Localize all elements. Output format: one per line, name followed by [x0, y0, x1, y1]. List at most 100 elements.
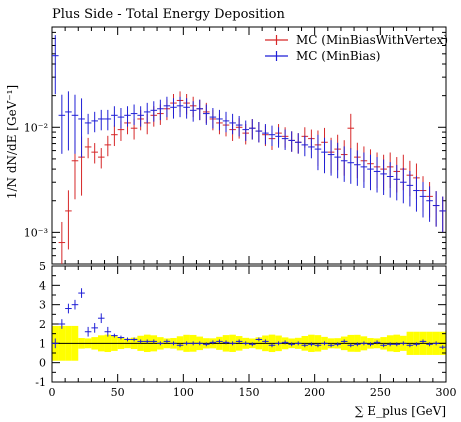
ratio-point — [117, 335, 125, 340]
data-point — [78, 98, 85, 158]
ratio-point — [52, 338, 59, 349]
ratio-y-tick-label: 3 — [39, 299, 46, 312]
ratio-point — [373, 340, 381, 345]
ratio-y-tick-label: -1 — [35, 376, 46, 389]
data-point — [176, 96, 184, 118]
ratio-point — [281, 340, 289, 345]
data-point — [183, 98, 190, 119]
ratio-y-tick-label: 4 — [39, 279, 46, 292]
data-point — [268, 125, 276, 147]
data-point — [321, 137, 328, 174]
series-minbias — [52, 35, 446, 233]
ratio-points — [52, 288, 446, 350]
data-point — [209, 108, 217, 129]
x-tick-label: 0 — [49, 386, 56, 399]
ratio-point — [294, 341, 302, 346]
data-point — [413, 176, 420, 212]
ratio-point — [308, 342, 315, 347]
data-point — [426, 186, 433, 222]
x-tick-label: 300 — [436, 386, 457, 399]
data-point — [327, 140, 335, 176]
ratio-point — [360, 341, 368, 346]
data-point — [367, 154, 374, 191]
y-tick-label: 10⁻² — [24, 121, 48, 134]
ratio-point — [367, 342, 374, 347]
ratio-point — [176, 343, 184, 348]
ratio-point — [143, 339, 151, 344]
ratio-point — [400, 341, 407, 346]
data-point — [71, 94, 79, 154]
x-tick-label: 250 — [370, 386, 391, 399]
data-point — [91, 143, 98, 164]
ratio-y-tick-label: 1 — [39, 337, 46, 350]
ratio-point — [242, 341, 249, 346]
data-point — [249, 119, 256, 140]
data-point — [281, 129, 289, 150]
ratio-point — [104, 326, 112, 337]
ratio-point — [222, 340, 230, 345]
y-axis-label: 1/N dN/dE [GeV⁻¹] — [5, 85, 19, 199]
data-point — [97, 109, 105, 131]
ratio-point — [288, 342, 295, 347]
ratio-point — [150, 339, 158, 344]
x-tick-label: 200 — [304, 386, 325, 399]
data-point — [400, 167, 407, 204]
data-point — [58, 94, 66, 154]
data-point — [354, 150, 361, 186]
data-point — [84, 137, 92, 159]
ratio-point — [268, 343, 276, 348]
ratio-point — [340, 339, 348, 344]
ratio-y-tick-label: 0 — [39, 357, 46, 370]
ratio-point — [347, 343, 355, 348]
data-point — [163, 96, 171, 118]
data-point — [117, 108, 125, 129]
data-point — [124, 106, 131, 127]
data-point — [84, 113, 92, 135]
data-point — [222, 111, 230, 133]
ratio-point — [78, 288, 85, 298]
legend-item: MC (MinBias) — [265, 49, 380, 63]
data-point — [242, 120, 249, 141]
ratio-point — [91, 323, 98, 333]
data-point — [308, 137, 315, 159]
data-point — [111, 106, 118, 127]
data-point — [137, 106, 144, 127]
ratio-point — [209, 340, 217, 345]
ratio-point — [58, 319, 66, 329]
x-axis-label: ∑ E_plus [GeV] — [355, 404, 446, 418]
data-point — [150, 101, 158, 122]
data-point — [104, 109, 112, 131]
legend-label: MC (MinBias) — [296, 49, 380, 63]
x-tick-label: 50 — [111, 386, 125, 399]
ratio-point — [216, 339, 223, 344]
ratio-point — [249, 342, 256, 347]
data-point — [262, 124, 269, 145]
data-point — [111, 125, 118, 147]
data-point — [196, 99, 204, 121]
ratio-point — [111, 333, 118, 338]
data-point — [301, 135, 309, 157]
ratio-point — [439, 345, 446, 350]
ratio-point — [314, 343, 322, 348]
ratio-point — [203, 342, 210, 347]
legend-item: MC (MinBiasWithVertex) — [265, 33, 448, 47]
ratio-point — [426, 342, 433, 347]
ratio-point — [419, 339, 427, 344]
ratio-point — [183, 341, 190, 346]
legend: MC (MinBiasWithVertex) MC (MinBias) — [265, 33, 448, 63]
data-point — [189, 101, 197, 122]
ratio-point — [262, 339, 269, 344]
data-point — [288, 131, 295, 152]
data-point — [235, 115, 243, 137]
data-point — [439, 196, 446, 233]
data-point — [229, 113, 236, 135]
ratio-point — [124, 337, 131, 342]
ratio-point — [432, 341, 440, 346]
data-point — [432, 191, 440, 227]
y-tick-label: 10⁻³ — [24, 226, 48, 239]
data-point — [130, 104, 138, 125]
data-point — [373, 157, 381, 193]
data-point — [143, 102, 151, 124]
ratio-point — [301, 343, 309, 348]
